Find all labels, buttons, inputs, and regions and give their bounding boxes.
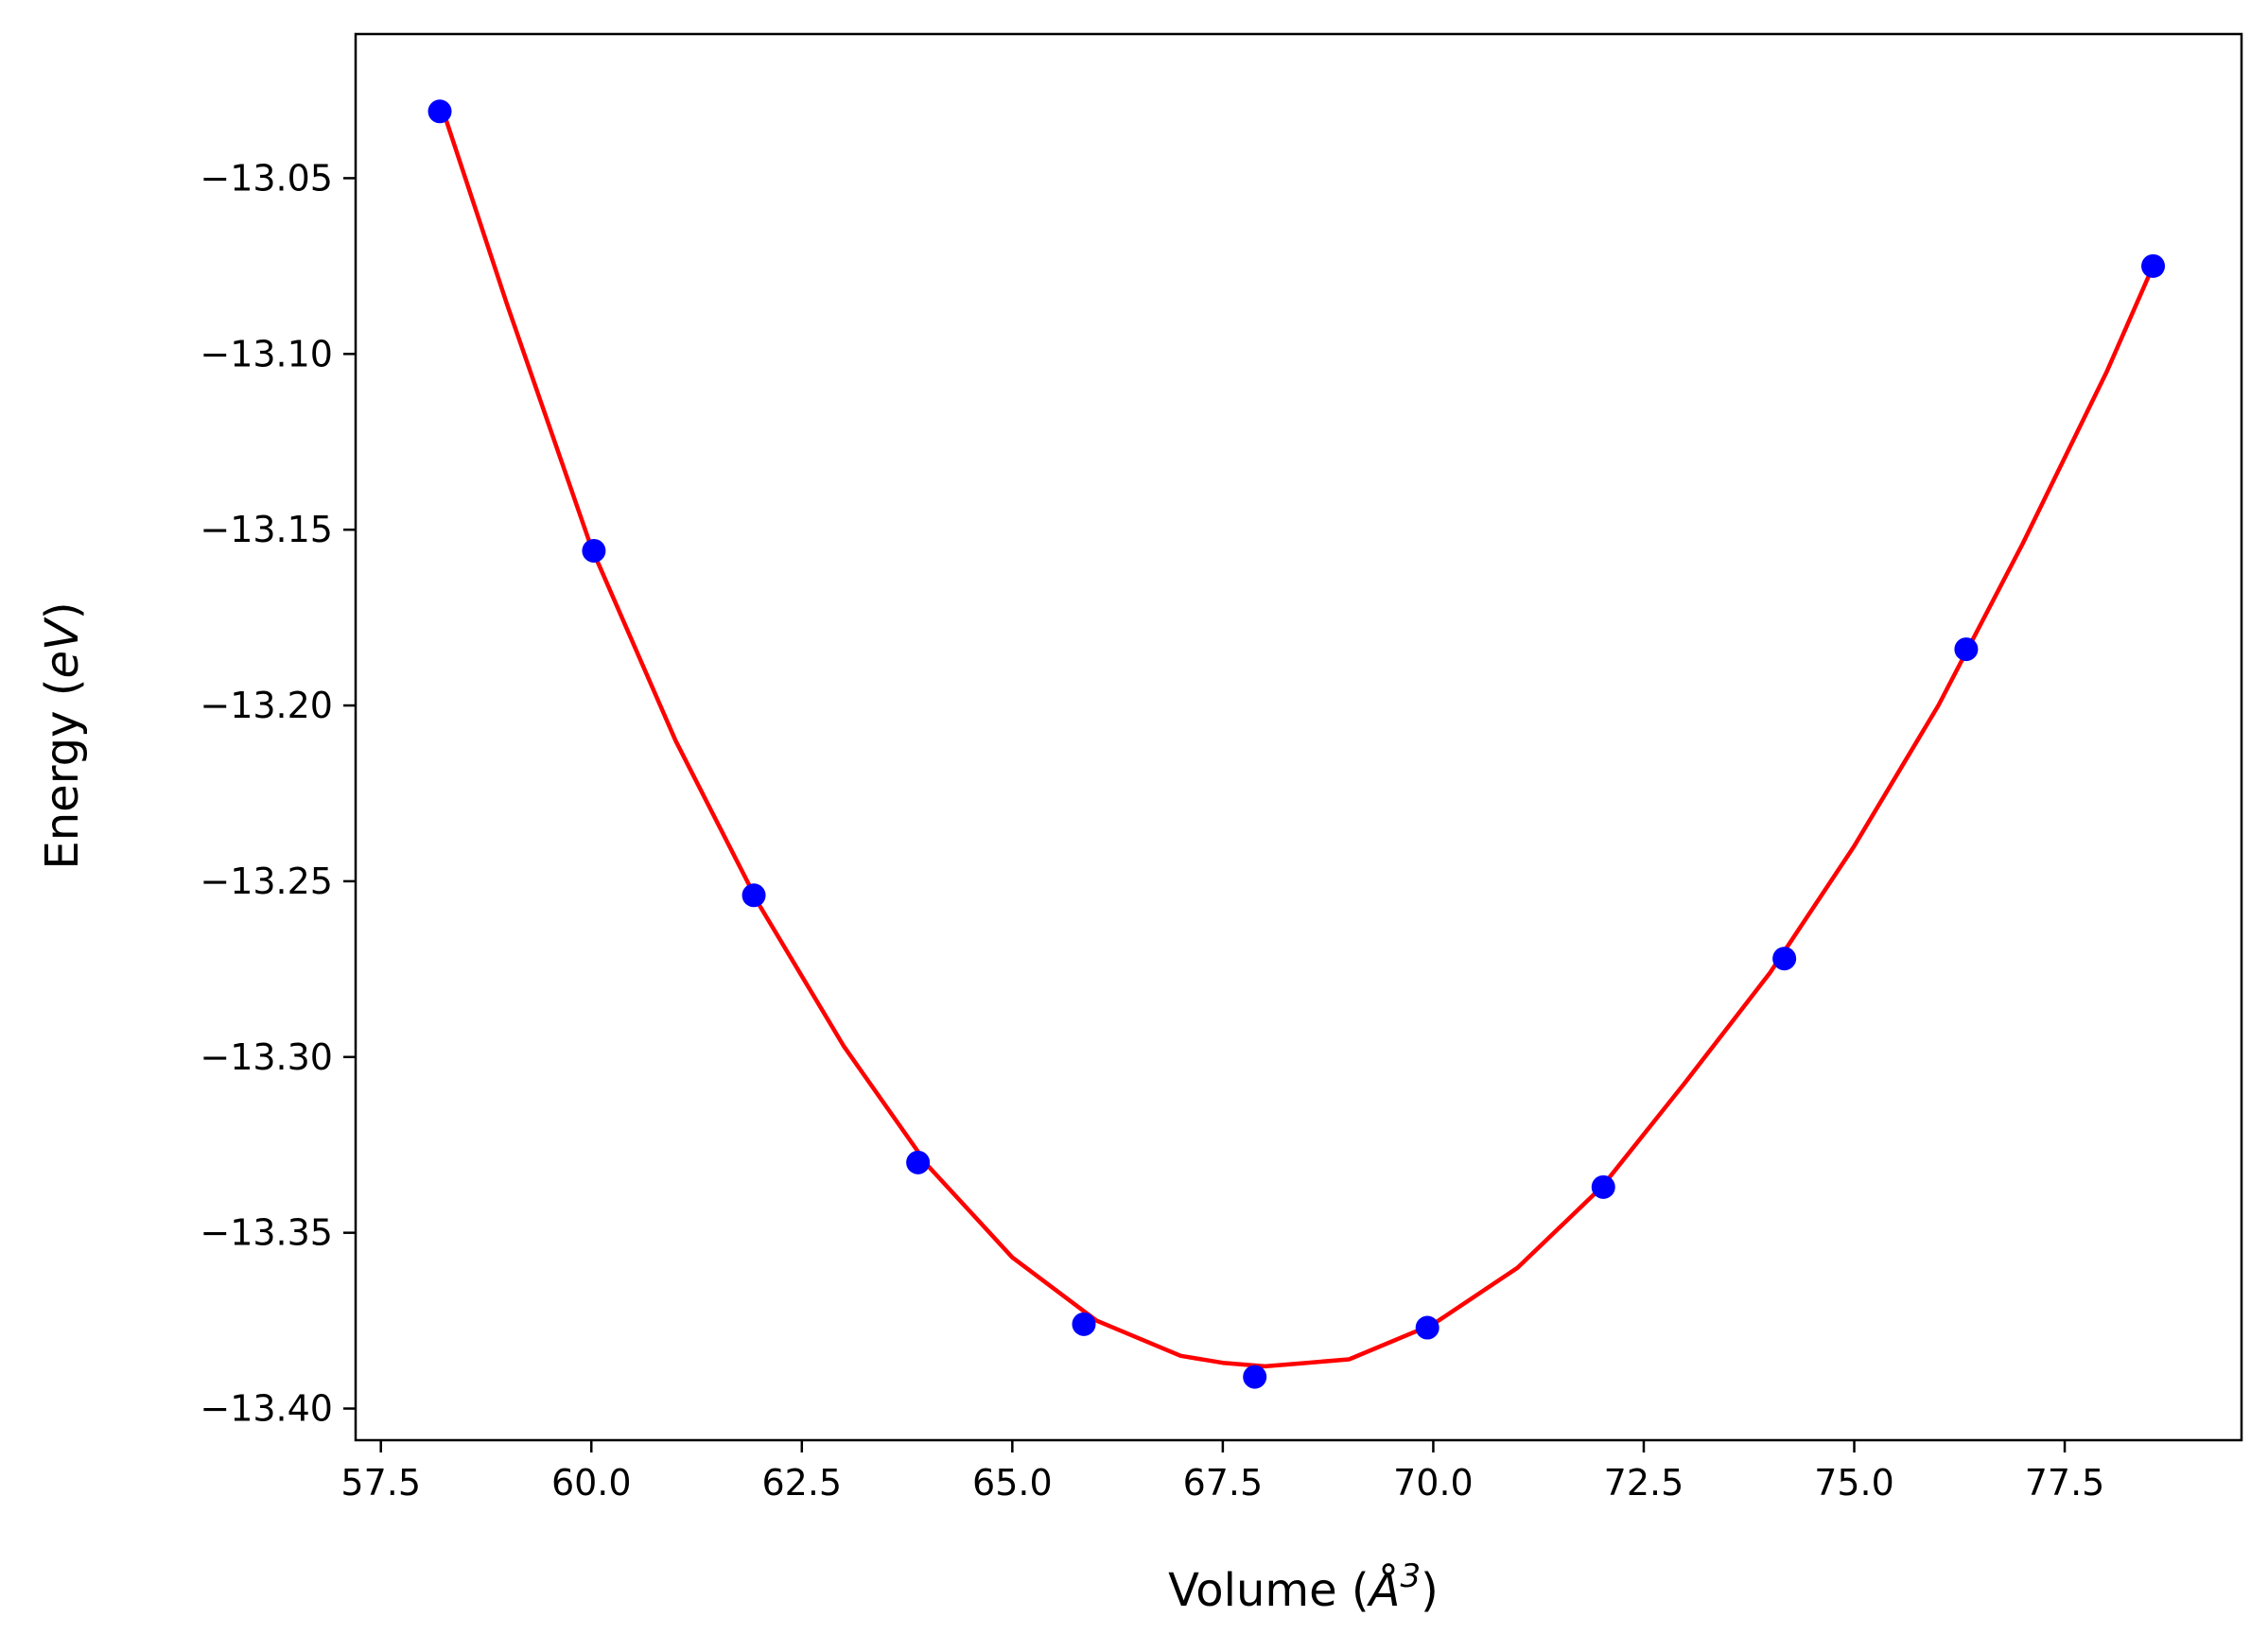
y-axis-ticks: −13.05 −13.10 −13.15 −13.20 −13.25 −13.30 −13.… [200, 157, 356, 1430]
y-axis-label: Energy (eV) [36, 601, 89, 869]
x-tick-label: 62.5 [761, 1462, 842, 1504]
data-point [2141, 253, 2166, 278]
x-axis-label-exponent: 3 [1400, 1557, 1421, 1595]
x-tick-label: 72.5 [1604, 1462, 1684, 1504]
y-tick-label: −13.40 [200, 1388, 333, 1430]
y-tick-label: −13.25 [200, 861, 333, 902]
x-tick-label: 67.5 [1183, 1462, 1264, 1504]
fit-curve-line [437, 99, 2155, 1369]
y-tick-label: −13.30 [200, 1036, 333, 1078]
data-point [1591, 1174, 1615, 1199]
x-tick-label: 65.0 [972, 1462, 1053, 1504]
data-point [1415, 1315, 1439, 1340]
x-tick-label: 57.5 [340, 1462, 421, 1504]
axes-frame [354, 32, 2243, 1442]
x-tick-label: 75.0 [1814, 1462, 1894, 1504]
data-point [1772, 947, 1797, 971]
y-tick-label: −13.15 [200, 509, 333, 550]
data-point [741, 883, 766, 908]
data-point [582, 538, 606, 563]
y-tick-label: −13.35 [200, 1212, 333, 1254]
y-axis-label-unit: eV [36, 617, 89, 679]
data-point [1243, 1365, 1267, 1389]
y-tick-label: −13.05 [200, 157, 333, 199]
y-tick-label: −13.10 [200, 333, 333, 374]
x-tick-label: 77.5 [2025, 1462, 2105, 1504]
x-tick-label: 70.0 [1393, 1462, 1474, 1504]
plot-area [427, 99, 2166, 1389]
x-tick-label: 60.0 [551, 1462, 632, 1504]
data-point [1072, 1312, 1096, 1336]
x-axis-label: Volume (Å3) [1168, 1557, 1439, 1617]
axes-border [354, 32, 2243, 1442]
x-axis-label-unit: Å [1367, 1563, 1401, 1617]
data-point [1954, 637, 1979, 662]
x-axis-ticks: 57.5 60.0 62.5 65.0 67.5 70.0 72.5 75.0 77.5 [340, 1440, 2104, 1504]
data-point [427, 99, 452, 124]
y-tick-label: −13.20 [200, 685, 333, 726]
data-point [906, 1150, 931, 1174]
